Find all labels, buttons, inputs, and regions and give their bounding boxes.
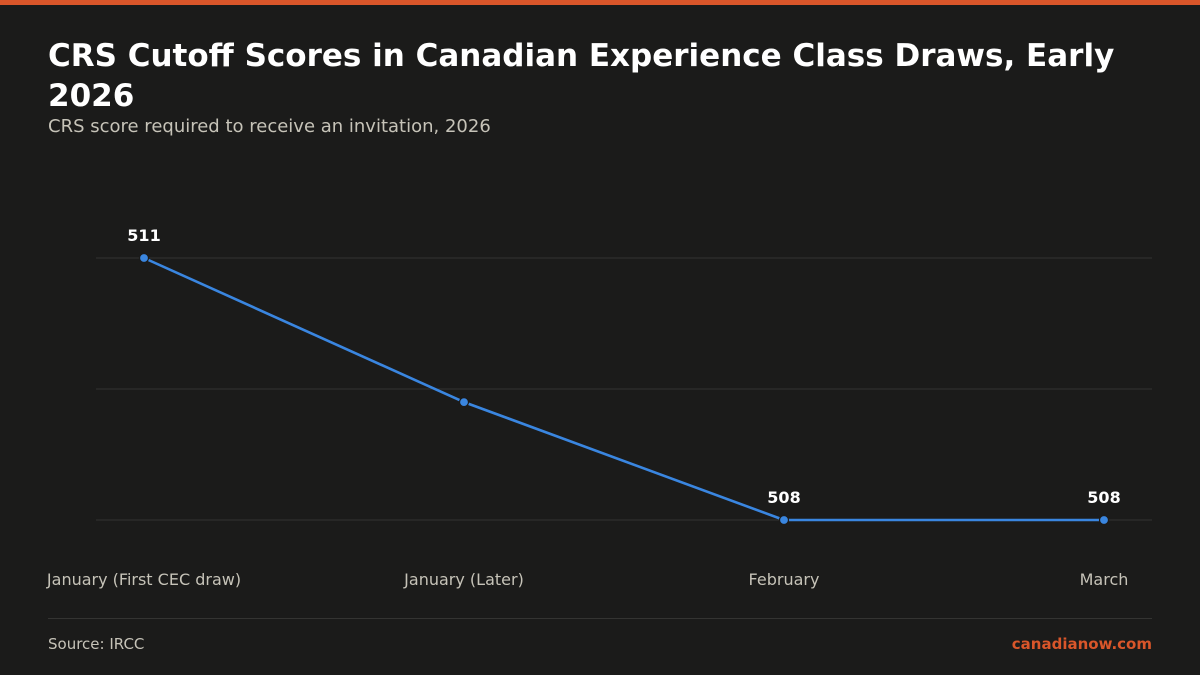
data-label-0: 511 bbox=[127, 226, 160, 245]
data-point-1 bbox=[458, 397, 470, 408]
series-line-layer bbox=[142, 256, 1106, 522]
data-point-3 bbox=[1098, 514, 1110, 526]
accent-top-bar bbox=[0, 0, 1200, 5]
data-points bbox=[138, 252, 1110, 526]
chart-title: CRS Cutoff Scores in Canadian Experience… bbox=[48, 38, 1115, 114]
data-labels: 511 508 508 bbox=[127, 226, 1120, 507]
x-axis-tick-labels: January (First CEC draw) January (Later) F… bbox=[46, 570, 1128, 589]
footer-divider bbox=[48, 618, 1152, 619]
series-line bbox=[142, 256, 1106, 522]
data-point-0 bbox=[138, 252, 150, 264]
x-tick-label-0: January (First CEC draw) bbox=[46, 570, 241, 589]
x-tick-label-2: February bbox=[749, 570, 820, 589]
source-note: Source: IRCC bbox=[48, 635, 145, 653]
brand-link[interactable]: canadianow.com bbox=[1011, 635, 1152, 653]
data-label-3: 508 bbox=[1087, 488, 1120, 507]
data-point-2 bbox=[778, 514, 790, 526]
data-label-2: 508 bbox=[767, 488, 800, 507]
chart-subtitle: CRS score required to receive an invitat… bbox=[48, 116, 491, 137]
x-tick-label-3: March bbox=[1080, 570, 1129, 589]
gridlines bbox=[96, 257, 1152, 521]
x-tick-label-1: January (Later) bbox=[403, 570, 524, 589]
